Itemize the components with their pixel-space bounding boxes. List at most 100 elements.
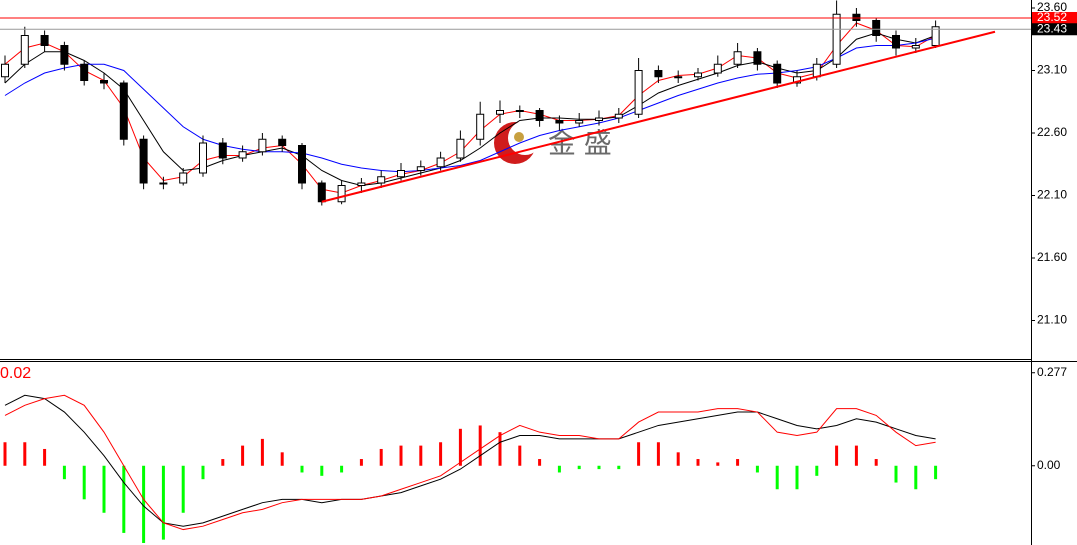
candle-body [278,138,287,146]
histogram-bar [676,452,680,466]
candle-body [535,110,544,121]
histogram-bar [43,448,47,466]
histogram-bar [874,459,878,466]
y-tick-label: 23.10 [1037,63,1067,77]
histogram-bar [854,445,858,466]
histogram-bar [894,465,898,483]
candle-body [832,13,841,65]
candle-body [931,26,940,46]
candle-body [674,76,683,79]
candle-body [555,120,564,124]
histogram-bar [518,445,522,466]
histogram-bar [439,442,443,466]
macd-line [4,394,936,531]
candle-body [1,63,9,78]
histogram-bar [379,448,383,466]
candle-body [753,51,762,65]
histogram-bar [815,465,819,476]
candle-body [436,157,445,168]
histogram-bar [122,465,126,533]
candle-body [733,51,742,65]
histogram-bar [557,465,561,473]
candle-body [654,70,663,78]
candle-body [317,182,326,203]
price-label: 23.43 [1037,21,1067,35]
histogram-bar [696,459,700,466]
histogram-bar [656,442,660,466]
candle-body [139,138,148,184]
candle-body [496,110,504,115]
y-tick-label: 22.10 [1037,188,1067,202]
candle-body [258,138,267,153]
y-tick-label: 21.10 [1037,313,1067,327]
histogram-bar [458,428,462,466]
histogram-bar [835,445,839,466]
watermark-logo [494,121,542,164]
candle-body [892,35,900,49]
histogram-bar [478,425,482,466]
candle-body [199,142,207,174]
candle-body [159,182,168,185]
candle-body [515,110,524,112]
candle-body [614,113,623,119]
histogram-bar [716,462,720,466]
candle-body [595,117,603,121]
candle-body [218,142,227,159]
candle-body [911,45,920,49]
candle-body [476,113,485,140]
indicator-label: 0.02 [0,365,31,382]
histogram-bar [637,442,641,466]
candle-body [713,63,722,74]
histogram-bar [755,465,759,473]
histogram-bar [320,465,324,476]
candle-body [357,182,366,186]
candle-body [119,82,128,140]
candle-body [872,20,881,36]
candle-body [634,70,643,115]
histogram-bar [617,465,621,470]
histogram-bar [359,459,363,466]
histogram-bar [62,465,66,480]
histogram-bar [280,452,284,466]
histogram-bar [934,465,938,480]
candle-body [179,172,188,184]
histogram-bar [775,465,779,490]
histogram-bar [221,459,225,466]
candle-body [60,45,69,65]
candle-body [377,176,386,184]
histogram-bar [300,465,304,473]
macd-line [4,394,936,527]
histogram-bar [419,445,423,466]
histogram-bar [161,465,165,540]
y-tick-label: 22.60 [1037,125,1067,139]
candle-body [456,138,465,159]
histogram-bar [23,442,27,466]
histogram-bar [82,465,86,500]
histogram-bar [3,442,7,466]
histogram-bar [260,438,264,466]
candle-body [20,35,29,65]
candle-body [852,13,861,21]
candle-body [40,35,49,46]
histogram-bar [577,465,581,470]
histogram-bar [181,465,185,513]
histogram-bar [736,459,740,466]
candle-body [694,72,702,78]
y-tick-label: 0.277 [1037,365,1067,379]
histogram-bar [340,465,344,473]
candle-body [80,63,89,81]
candle-body [397,170,405,178]
price-label-box [1032,23,1077,36]
candle-body [575,120,584,124]
histogram-bar [498,432,502,466]
histogram-bar [597,465,601,470]
histogram-bar [914,465,918,490]
histogram-bar [142,465,146,543]
price-label: 23.52 [1037,10,1067,24]
candle-body [337,185,346,203]
y-tick-label: 23.60 [1037,0,1067,14]
histogram-bar [102,465,106,513]
